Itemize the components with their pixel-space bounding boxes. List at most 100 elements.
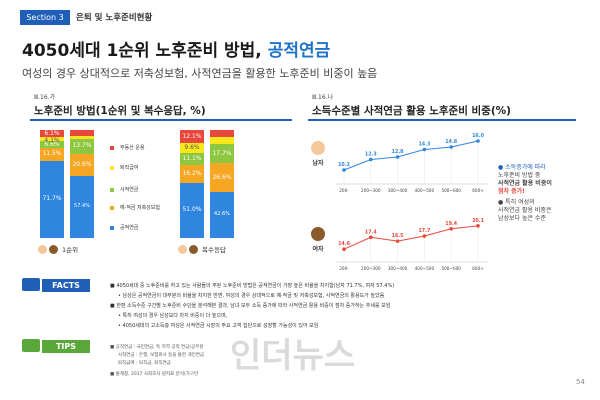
- bar-segment: 26.6%: [210, 163, 234, 192]
- title-main: 4050세대 1순위 노후준비 방법,: [22, 41, 268, 61]
- legend-label: 부동산 운용: [120, 145, 145, 151]
- data-point: [449, 145, 453, 149]
- bar-segment: 4.1%: [40, 136, 64, 144]
- data-point: [369, 157, 373, 162]
- chart-note: ● 소득증가에 따라 노후준비 방법 중 사적연금 활용 비중이 점차 증가! …: [498, 164, 576, 232]
- data-label: 17.4: [365, 229, 377, 235]
- bar-segment: 13.7%: [70, 138, 94, 154]
- bar-segment: 11.5%: [40, 148, 64, 161]
- bar-value-label: 17.7%: [212, 149, 232, 157]
- data-label: 16.0: [472, 133, 484, 139]
- male-avatar-icon: [38, 244, 47, 254]
- data-point: [395, 239, 400, 243]
- fact-line: • 4050세대의 고소득층 여성은 사적연금 시장의 주요 고객 집단으로 성…: [118, 323, 319, 329]
- tip-line: 사적연금 : 은행, 보험회사 등을 통한 개인연금: [118, 353, 205, 358]
- bar-value-label: 20.6%: [72, 160, 92, 168]
- tip-line: ■ 공적연금 : 국민연금, 특 지역 공적 연금(공무원: [110, 345, 204, 350]
- legend-item: 예·적금 저축성보험: [110, 204, 160, 211]
- x-tick-label: 300~400: [388, 266, 408, 271]
- legend-item: 공적연금: [110, 224, 138, 231]
- data-label: 20.1: [472, 218, 484, 224]
- bar-segment: 6.6%: [40, 141, 64, 149]
- bar-segment: 12.1%: [180, 130, 204, 144]
- bar-value-label: 57.4%: [74, 202, 90, 209]
- legend-label: 사적연금: [120, 187, 139, 193]
- legend-swatch: [110, 187, 114, 192]
- legend-label: 예·적금 저축성보험: [120, 205, 160, 211]
- tips-icon: [22, 339, 40, 352]
- data-label: 12.3: [365, 152, 377, 158]
- data-point: [476, 224, 480, 228]
- left-chart-underline: [30, 119, 292, 121]
- x-tick-label: 400~500: [415, 266, 435, 271]
- bar-value-label: 11.1%: [182, 155, 202, 163]
- bar-value-label: 16.2%: [182, 170, 202, 178]
- data-point: [342, 247, 346, 251]
- data-label: 14.8: [445, 139, 457, 145]
- x-tick-label: 200-: [339, 266, 349, 271]
- stacked-bar-chart: 71.7% 11.5% 6.6% 4.1% 6.1% 57.4% 20.6% 13.7% 51.…: [30, 124, 295, 264]
- bar-value-label: 13.7%: [72, 142, 92, 150]
- data-label: 16.5: [392, 233, 404, 239]
- data-label: 14.3: [418, 142, 430, 148]
- right-chart-code: Ⅲ.16.나: [312, 94, 334, 101]
- bar-value-label: 42.6%: [214, 210, 230, 217]
- legend-label: 공적연금: [120, 225, 139, 231]
- data-label: 17.7: [418, 228, 430, 234]
- bar-segment: 16.2%: [180, 165, 204, 183]
- fact-line: • 남성은 공적연금이 대부분의 비율을 차지한 반면, 여성의 경우 상대적으…: [118, 293, 385, 299]
- x-tick-label: 600+: [472, 188, 484, 193]
- bar-value-label: 12.1%: [182, 132, 202, 140]
- legend-item: 사적연금: [110, 186, 138, 193]
- legend-swatch: [110, 225, 114, 230]
- data-point: [422, 234, 427, 238]
- data-point: [342, 168, 346, 172]
- bar-segment: 42.6%: [210, 191, 234, 238]
- bar-segment: [70, 130, 94, 136]
- legend-swatch: [110, 205, 114, 210]
- note-line: 남성보다 높은 수준: [498, 215, 546, 222]
- bar-segment: 71.7%: [40, 160, 64, 238]
- bar-segment: 57.4%: [70, 176, 94, 238]
- right-chart-underline: [308, 119, 576, 121]
- facts-label: FACTS: [42, 279, 90, 292]
- x-tick-label: 600+: [472, 266, 484, 271]
- right-chart-title: 소득수준별 사적연금 활용 노후준비 비중(%): [312, 105, 511, 117]
- note-line: 노후준비 방법 중: [498, 172, 541, 179]
- bar-value-label: 51.0%: [182, 206, 202, 214]
- line-chart: 남자 200- 200~300 300~400 400~500 500~600 600+ 10…: [311, 133, 488, 271]
- female-avatar-icon: [189, 244, 198, 254]
- bar-value-label: 11.5%: [42, 150, 62, 158]
- data-point: [449, 227, 453, 231]
- series-line: [343, 140, 479, 171]
- x-tick-label: 500~600: [441, 188, 461, 193]
- legend-label: 퇴직급여: [120, 165, 139, 171]
- group-label: 1순위: [38, 244, 78, 254]
- male-avatar-icon: [311, 141, 325, 155]
- data-point: [476, 139, 480, 143]
- legend-item: 퇴직급여: [110, 164, 138, 171]
- tips-label: TIPS: [42, 340, 90, 353]
- series-line: [343, 225, 479, 250]
- note-line: ● 소득증가에 따라: [498, 164, 546, 171]
- title-highlight: 공적연금: [267, 41, 331, 61]
- data-label: 14.6: [338, 241, 350, 247]
- left-chart-code: Ⅲ.16.가: [34, 94, 56, 101]
- bar-segment: 51.0%: [180, 182, 204, 238]
- tip-line: 퇴직급여 : 퇴직금, 퇴직연금: [118, 361, 171, 366]
- x-tick-label: 200-: [339, 188, 349, 193]
- bar-value-label: 6.6%: [44, 141, 60, 149]
- x-tick-label: 200~300: [361, 266, 381, 271]
- note-line: 점차 증가!: [498, 188, 525, 195]
- section-badge: Section 3: [20, 10, 70, 25]
- bar-value-label: 4.1%: [44, 136, 60, 144]
- note-line: 사적연금 활용 비중이: [498, 180, 552, 187]
- bar-segment: 17.7%: [210, 144, 234, 164]
- bar-segment: 9.6%: [180, 143, 204, 154]
- note-line: 사적연금 활용 비중은: [498, 207, 552, 214]
- fact-line: • 특히 여성의 경우 남성보다 차지 비중이 더 높으며,: [118, 313, 228, 319]
- section-title: 은퇴 및 노후준비현황: [76, 13, 153, 23]
- data-point: [395, 155, 400, 159]
- legend-swatch: [110, 145, 114, 150]
- fact-line: ■ 한편 소득수준 구간별 노후준비 수단을 분석해본 결과, 남녀 모두 소득…: [110, 303, 391, 309]
